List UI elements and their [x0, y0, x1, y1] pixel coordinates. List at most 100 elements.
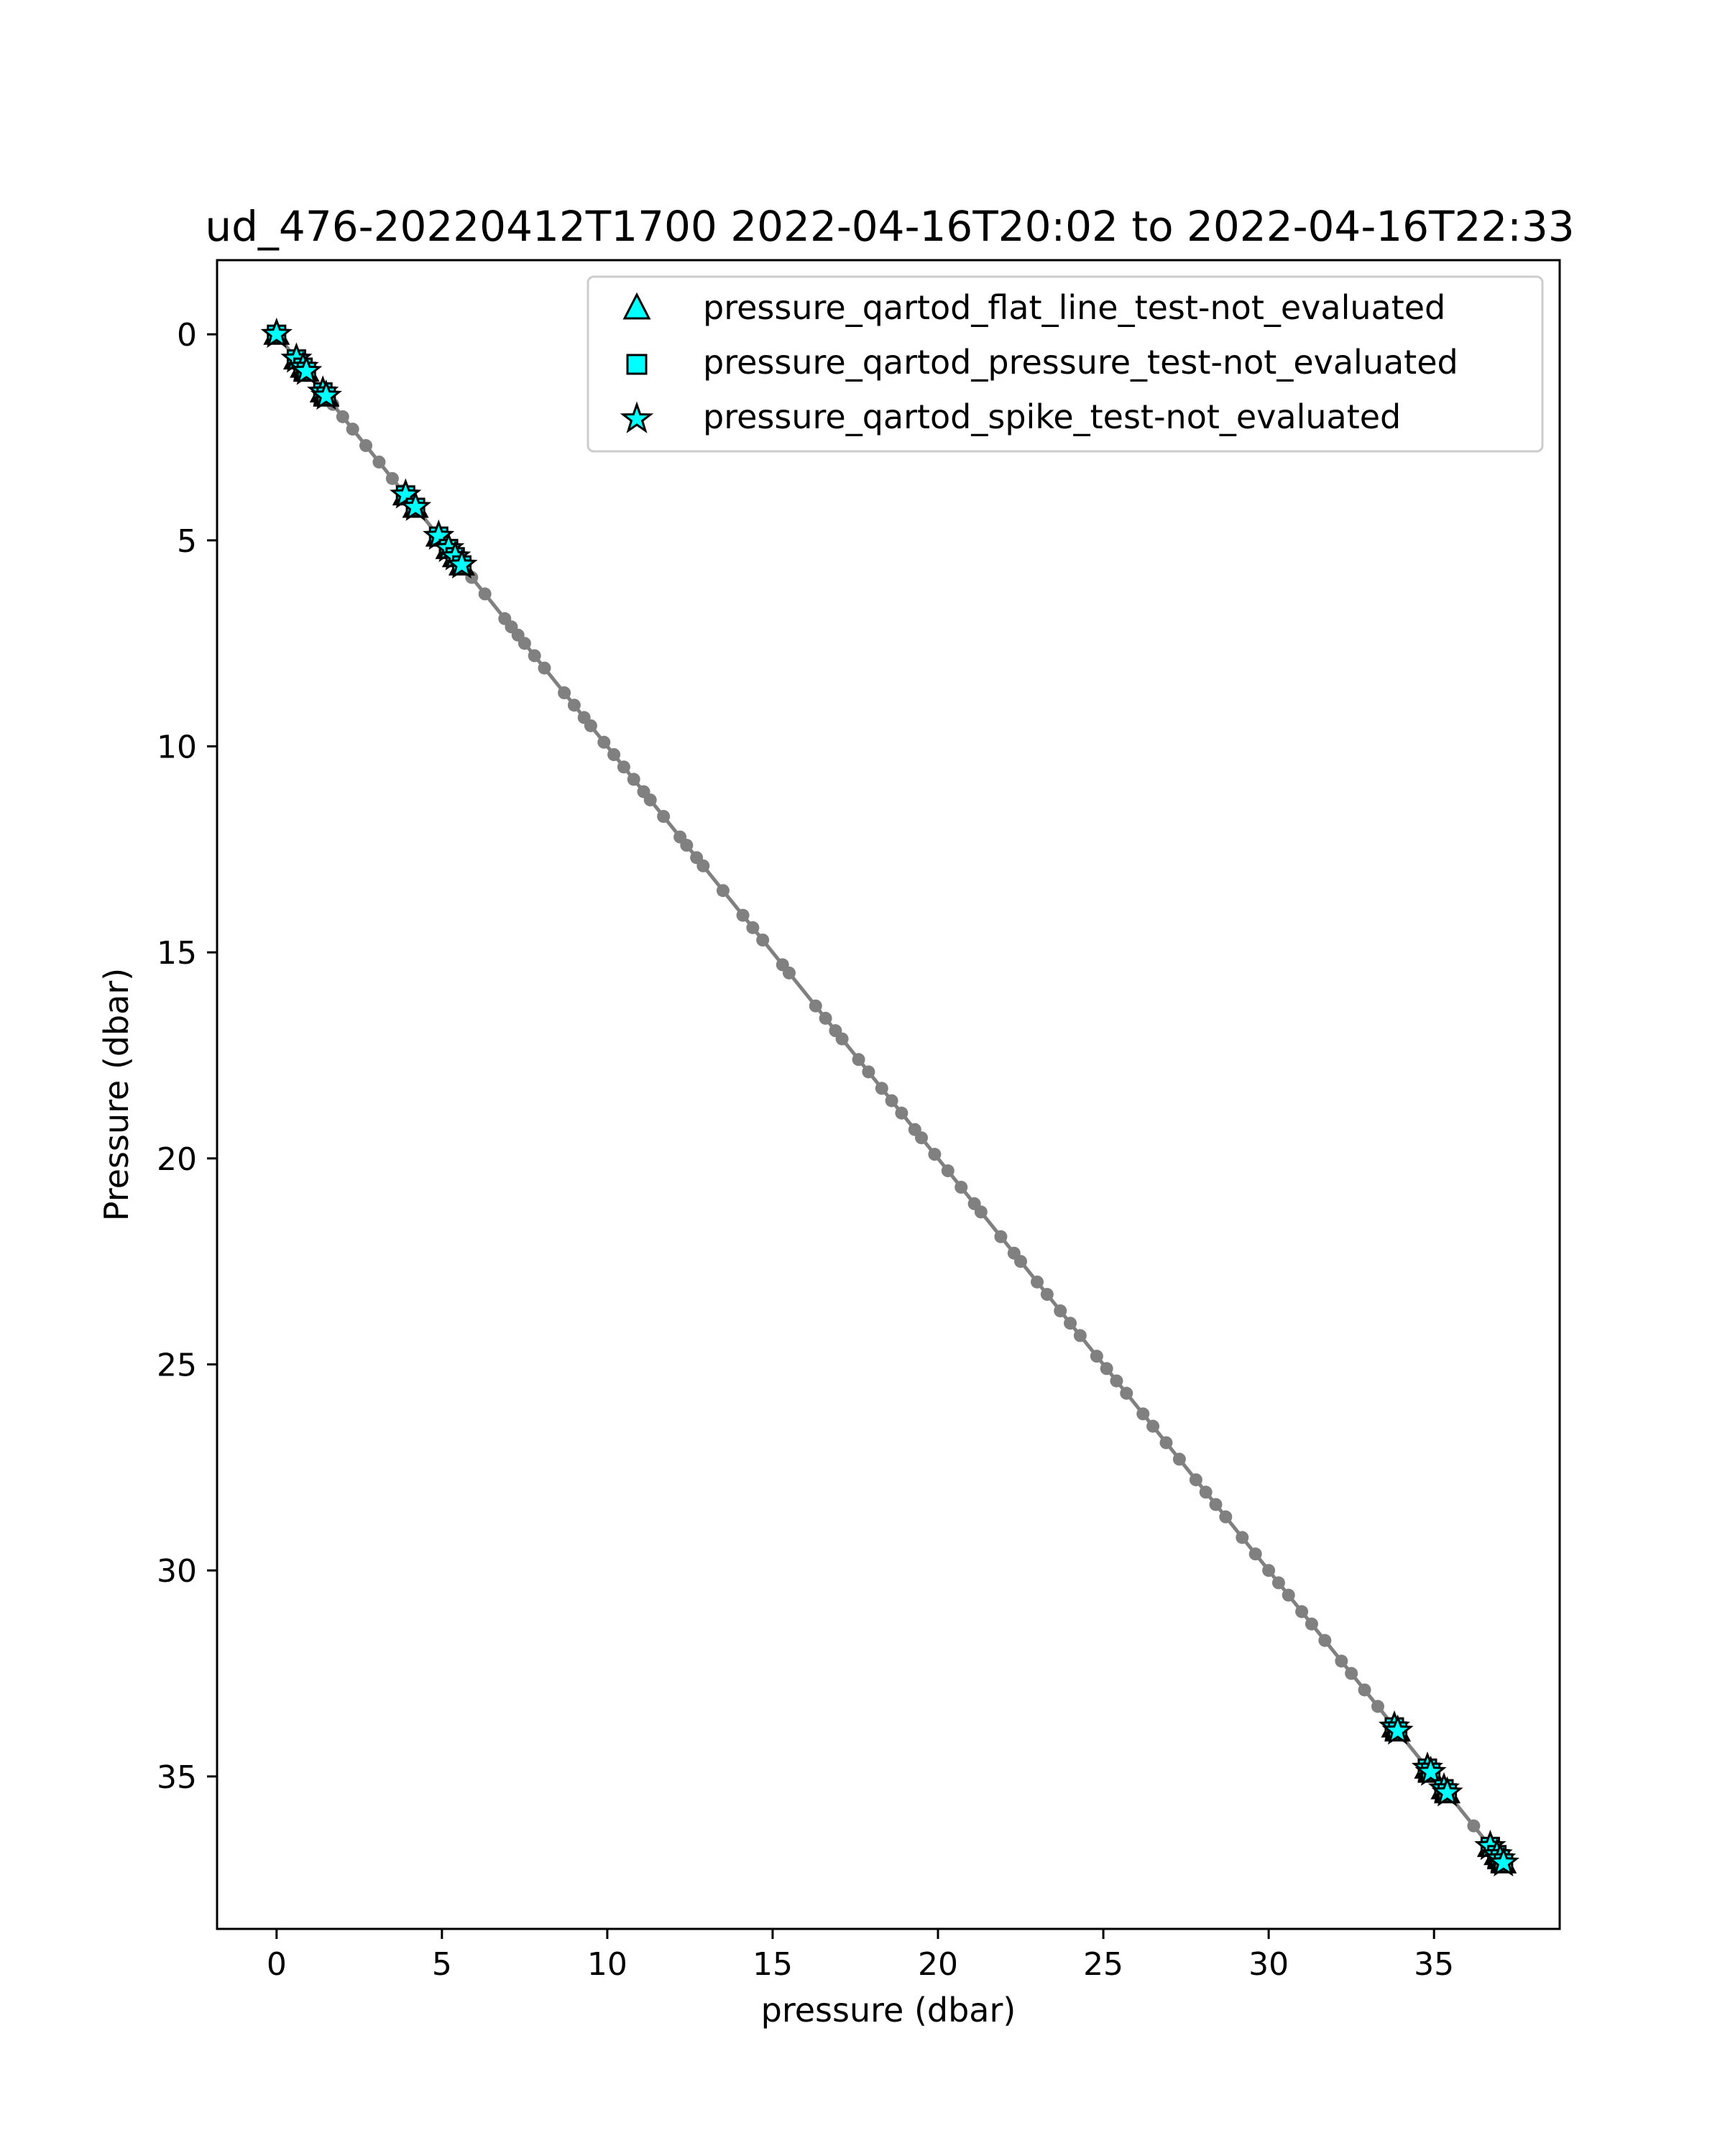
data-point — [1295, 1605, 1309, 1618]
data-point — [736, 908, 750, 922]
spike-test-marker — [399, 490, 432, 521]
spike-test-marker — [390, 478, 422, 509]
data-point — [835, 1032, 849, 1046]
data-point — [1040, 1288, 1054, 1302]
data-point — [809, 999, 822, 1013]
data-point — [1199, 1485, 1213, 1499]
data-point — [1120, 1386, 1133, 1400]
data-point — [1064, 1317, 1077, 1330]
data-point — [518, 637, 531, 650]
spike-test-marker — [290, 354, 323, 385]
x-axis-label: pressure (dbar) — [761, 1991, 1016, 2030]
flagged-point — [260, 317, 293, 349]
flagged-point — [1381, 1714, 1414, 1745]
data-point — [862, 1065, 875, 1079]
data-point — [1271, 1576, 1285, 1590]
data-point — [1054, 1304, 1067, 1317]
data-point — [852, 1053, 865, 1067]
flagged-point — [399, 490, 432, 521]
data-point — [359, 439, 373, 452]
data-point — [1172, 1452, 1186, 1466]
legend-label-flat-line: pressure_qartod_flat_line_test-not_evalu… — [703, 288, 1445, 327]
spike-test-marker — [310, 379, 342, 410]
axes-frame — [216, 259, 1561, 1930]
data-point — [1110, 1374, 1123, 1388]
data-point — [1090, 1350, 1103, 1363]
y-tick-label: 0 — [177, 317, 197, 354]
data-point — [875, 1082, 888, 1095]
y-axis: 0 5 10 15 20 25 30 35 — [157, 317, 217, 1796]
y-tick-label: 20 — [157, 1141, 197, 1178]
data-point — [1467, 1819, 1481, 1833]
data-point — [1189, 1473, 1202, 1487]
data-point — [994, 1230, 1008, 1243]
x-tick-label: 0 — [267, 1946, 287, 1983]
x-tick-label: 35 — [1414, 1946, 1454, 1983]
y-tick-label: 30 — [157, 1553, 197, 1590]
y-tick-label: 25 — [157, 1348, 197, 1384]
data-point — [1014, 1255, 1028, 1268]
data-point — [1219, 1510, 1233, 1524]
y-tick-label: 5 — [177, 523, 197, 560]
legend-box — [586, 275, 1544, 453]
legend: pressure_qartod_flat_line_test-not_evalu… — [586, 275, 1544, 453]
data-point — [716, 884, 730, 898]
data-point — [1031, 1275, 1044, 1289]
data-point — [1236, 1531, 1249, 1544]
spike-test-marker — [1431, 1776, 1463, 1807]
data-point — [567, 699, 581, 712]
data-point — [1248, 1547, 1262, 1561]
data-point — [617, 760, 630, 774]
spike-test-marker — [1381, 1714, 1414, 1745]
chart-title: ud_476-20220412T1700 2022-04-16T20:02 to… — [205, 202, 1574, 251]
spike-test-marker — [1414, 1755, 1447, 1786]
data-point — [1100, 1362, 1113, 1376]
legend-square-marker — [626, 354, 648, 375]
legend-label-pressure-test: pressure_qartod_pressure_test-not_evalua… — [703, 343, 1458, 382]
spike-test-marker — [446, 548, 478, 579]
data-point — [657, 810, 671, 823]
data-point — [1335, 1654, 1348, 1668]
flagged-point — [310, 379, 342, 410]
y-tick-label: 10 — [157, 729, 197, 766]
data-point — [478, 587, 492, 601]
plot-area — [260, 317, 1519, 1877]
x-tick-label: 15 — [753, 1946, 793, 1983]
data-point — [696, 859, 710, 872]
data-point — [1358, 1683, 1371, 1697]
x-tick-label: 20 — [918, 1946, 958, 1983]
data-point — [1136, 1407, 1150, 1421]
data-point — [819, 1011, 832, 1025]
spike-test-marker — [1487, 1846, 1519, 1877]
data-point — [941, 1164, 954, 1178]
data-point — [1318, 1634, 1332, 1647]
data-point — [915, 1131, 929, 1145]
x-axis: 0 5 10 15 20 25 30 35 — [267, 1929, 1454, 1983]
data-point — [1209, 1498, 1223, 1511]
data-point — [1371, 1700, 1384, 1713]
data-point — [607, 748, 621, 761]
data-point — [1146, 1419, 1160, 1433]
flagged-point — [446, 548, 478, 579]
data-point — [643, 793, 657, 807]
data-point — [954, 1181, 968, 1194]
data-point — [1305, 1617, 1318, 1631]
flagged-point — [1414, 1755, 1447, 1786]
data-point — [372, 455, 386, 469]
flagged-point — [1431, 1776, 1463, 1807]
data-point — [584, 719, 597, 732]
data-point — [1262, 1564, 1276, 1577]
y-axis-label: Pressure (dbar) — [97, 968, 136, 1221]
data-point — [1073, 1329, 1087, 1342]
x-tick-label: 10 — [587, 1946, 627, 1983]
data-point — [680, 839, 694, 852]
data-point — [597, 735, 611, 749]
data-point — [1159, 1436, 1173, 1450]
data-point — [1282, 1588, 1295, 1602]
data-point — [756, 934, 770, 946]
flagged-point — [290, 354, 323, 385]
data-point — [528, 649, 541, 663]
data-point — [538, 661, 551, 675]
flagged-point — [1487, 1846, 1519, 1877]
